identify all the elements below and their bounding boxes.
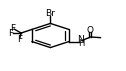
Text: H: H (78, 39, 84, 48)
Text: F: F (10, 24, 15, 33)
Text: F: F (17, 35, 22, 44)
Text: F: F (8, 29, 13, 37)
Text: Br: Br (45, 9, 55, 18)
Text: N: N (77, 35, 84, 44)
Text: O: O (86, 26, 93, 35)
